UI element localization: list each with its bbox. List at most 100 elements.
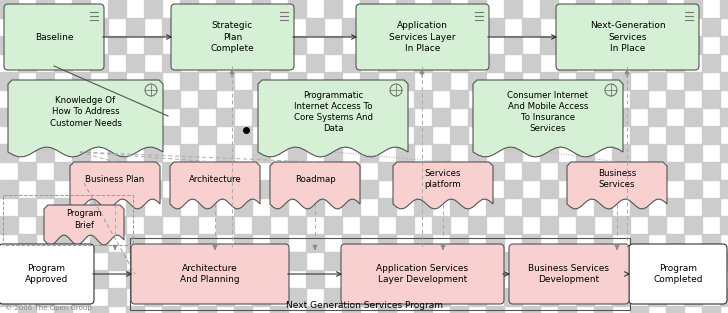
Bar [432, 216, 450, 234]
Bar [666, 90, 684, 108]
Bar [0, 180, 18, 198]
Bar [414, 234, 432, 252]
Bar [396, 180, 414, 198]
Bar [648, 180, 666, 198]
Text: Consumer Internet
And Mobile Access
To Insurance
Services: Consumer Internet And Mobile Access To I… [507, 91, 588, 133]
Bar [126, 162, 144, 180]
Bar [342, 162, 360, 180]
Bar [648, 252, 666, 270]
Bar [522, 54, 540, 72]
Text: Baseline: Baseline [35, 33, 74, 42]
Text: Architecture
And Planning: Architecture And Planning [181, 264, 240, 284]
Bar [648, 144, 666, 162]
Text: Next Generation Services Program: Next Generation Services Program [285, 300, 443, 310]
Bar [18, 198, 36, 216]
Text: Application
Services Layer
In Place: Application Services Layer In Place [389, 21, 456, 53]
Bar [432, 72, 450, 90]
Bar [522, 270, 540, 288]
Bar [36, 180, 54, 198]
Bar [378, 90, 396, 108]
Bar [558, 126, 576, 144]
Bar [72, 108, 90, 126]
Bar [360, 72, 378, 90]
Bar [504, 252, 522, 270]
Bar [288, 108, 306, 126]
Bar [720, 0, 728, 18]
Bar [306, 54, 324, 72]
Bar [324, 36, 342, 54]
Bar [666, 18, 684, 36]
Text: Next-Generation
Services
In Place: Next-Generation Services In Place [590, 21, 665, 53]
Bar [144, 72, 162, 90]
Bar [558, 234, 576, 252]
Bar [126, 234, 144, 252]
Bar [3, 195, 133, 245]
Bar [288, 216, 306, 234]
Bar [702, 234, 720, 252]
Bar [216, 180, 234, 198]
Bar [720, 216, 728, 234]
Bar [504, 72, 522, 90]
Bar [36, 288, 54, 306]
Bar [540, 252, 558, 270]
FancyBboxPatch shape [556, 4, 699, 70]
Bar [252, 216, 270, 234]
Bar [18, 18, 36, 36]
Bar [540, 180, 558, 198]
Bar [360, 108, 378, 126]
Bar [90, 54, 108, 72]
Bar [0, 288, 18, 306]
Bar [522, 234, 540, 252]
PathPatch shape [44, 205, 124, 245]
Bar [234, 198, 252, 216]
Bar [684, 144, 702, 162]
Bar [270, 126, 288, 144]
Bar [576, 252, 594, 270]
Bar [162, 198, 180, 216]
Bar [288, 144, 306, 162]
Bar [684, 72, 702, 90]
PathPatch shape [567, 162, 667, 209]
Bar [594, 162, 612, 180]
Bar [0, 108, 18, 126]
Text: Program
Approved: Program Approved [25, 264, 68, 284]
Bar [630, 54, 648, 72]
Bar [360, 180, 378, 198]
Bar [540, 108, 558, 126]
Text: Program
Completed: Program Completed [653, 264, 703, 284]
Bar [504, 288, 522, 306]
Bar [378, 126, 396, 144]
Bar [720, 144, 728, 162]
Bar [702, 126, 720, 144]
Bar [306, 270, 324, 288]
Bar [522, 126, 540, 144]
Bar [306, 90, 324, 108]
Bar [108, 108, 126, 126]
Bar [0, 252, 18, 270]
Bar [90, 306, 108, 313]
Bar [216, 108, 234, 126]
Bar [720, 72, 728, 90]
Bar [252, 288, 270, 306]
Bar [90, 162, 108, 180]
Bar [54, 270, 72, 288]
Bar [666, 270, 684, 288]
Bar [234, 306, 252, 313]
Bar [432, 252, 450, 270]
Text: Architecture: Architecture [189, 175, 242, 183]
Bar [522, 18, 540, 36]
Bar [234, 54, 252, 72]
Bar [270, 234, 288, 252]
Bar [162, 18, 180, 36]
Bar [450, 90, 468, 108]
Bar [702, 18, 720, 36]
Bar [36, 108, 54, 126]
Bar [468, 180, 486, 198]
PathPatch shape [170, 162, 260, 209]
Bar [450, 198, 468, 216]
Bar [432, 180, 450, 198]
Bar [180, 216, 198, 234]
Bar [378, 18, 396, 36]
Bar [270, 54, 288, 72]
Bar [450, 270, 468, 288]
